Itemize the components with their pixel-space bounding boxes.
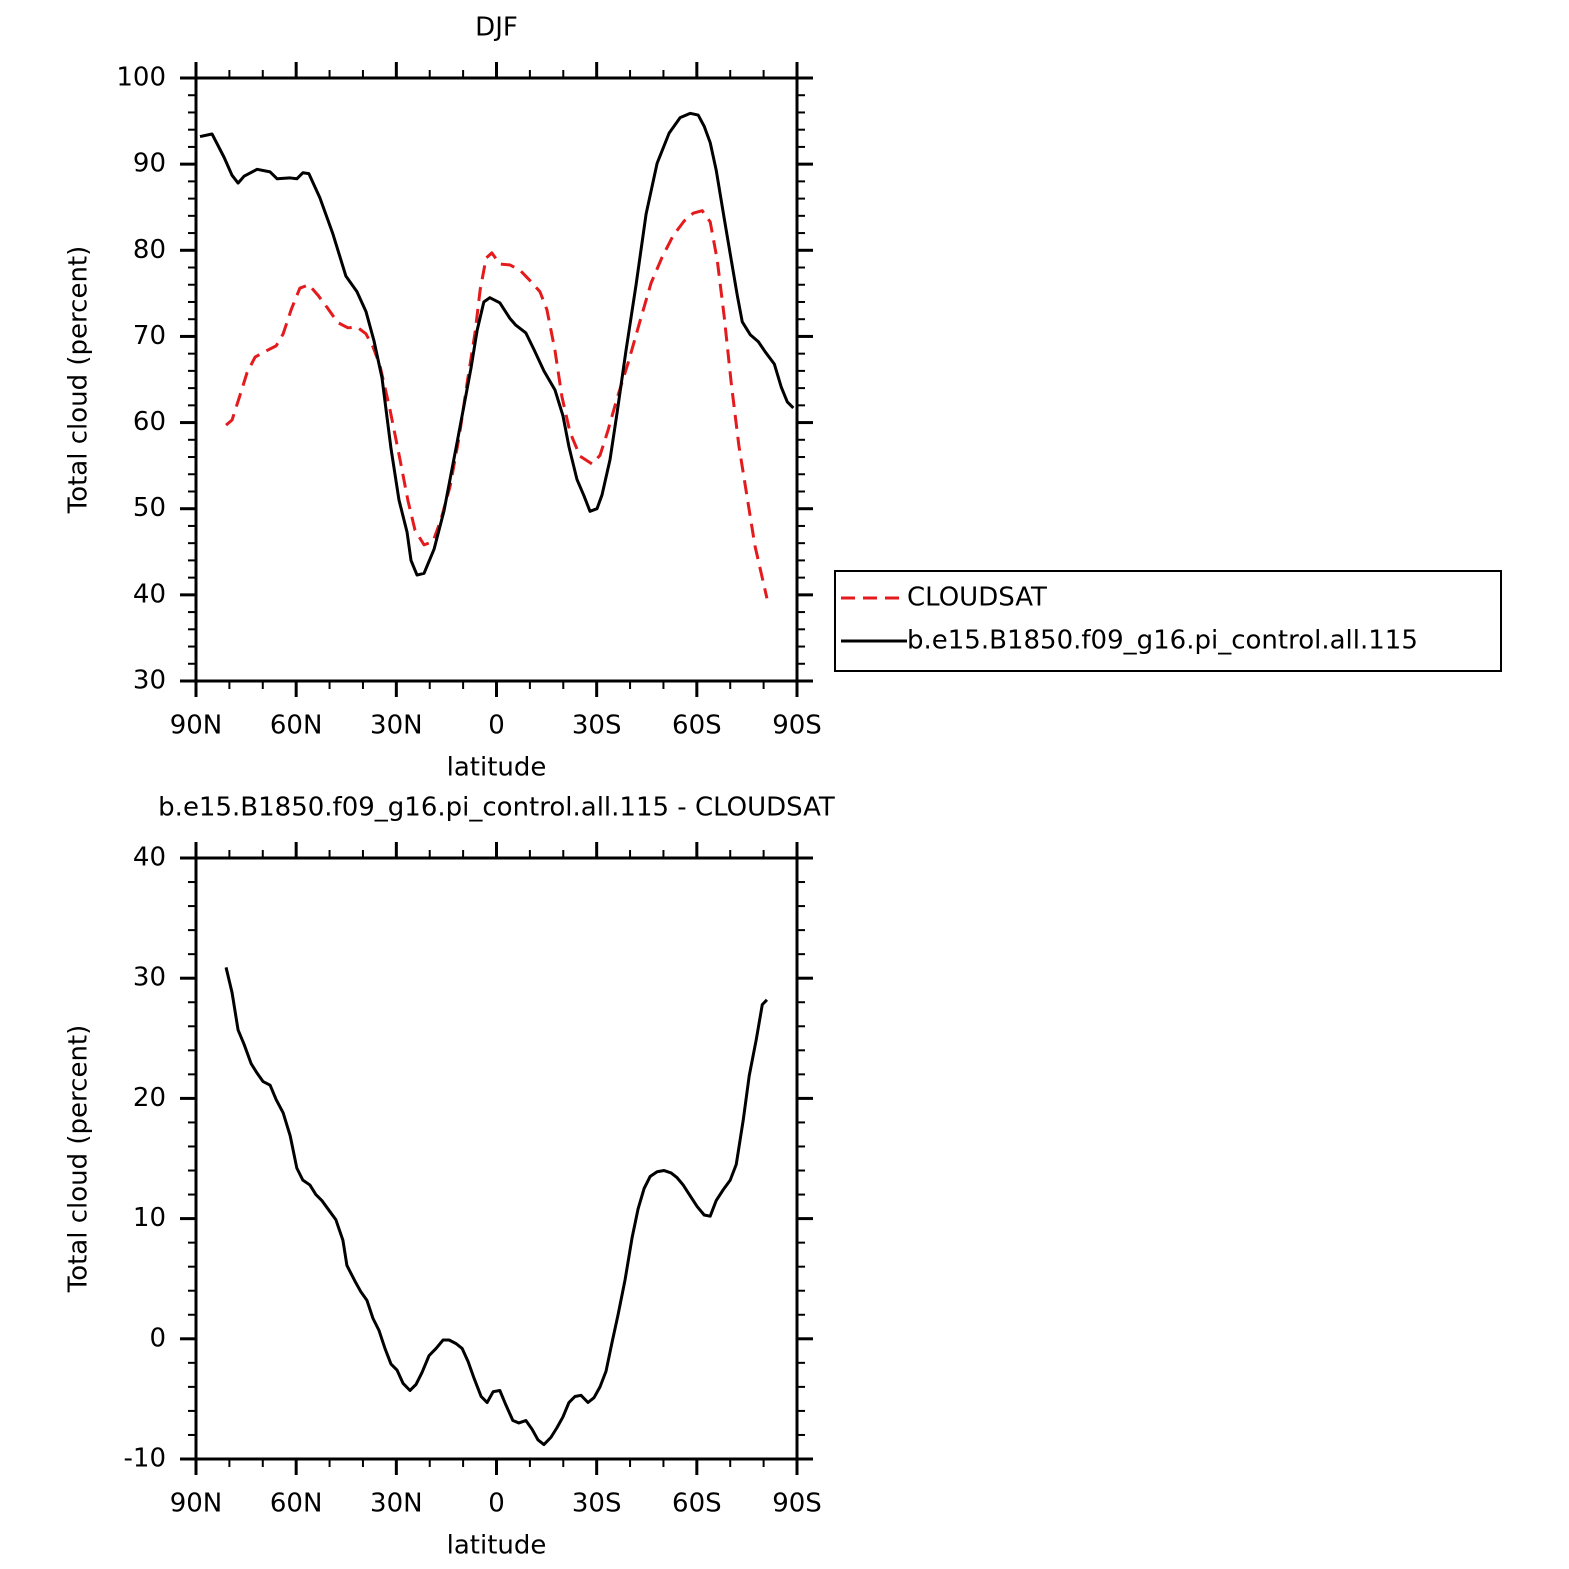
data-line bbox=[225, 209, 769, 599]
x-tick-label: 90N bbox=[170, 711, 223, 741]
y-axis-label: Total cloud (percent) bbox=[64, 1025, 94, 1294]
legend-label: b.e15.B1850.f09_g16.pi_control.all.115 bbox=[907, 626, 1418, 656]
x-tick-label: 0 bbox=[488, 711, 505, 741]
y-tick-label: 10 bbox=[133, 1203, 166, 1233]
y-tick-label: -10 bbox=[124, 1444, 166, 1474]
legend-label: CLOUDSAT bbox=[907, 583, 1047, 613]
y-tick-label: 100 bbox=[116, 63, 166, 93]
x-tick-label: 60N bbox=[270, 1489, 323, 1519]
y-axis-label: Total cloud (percent) bbox=[64, 246, 94, 515]
y-tick-label: 20 bbox=[133, 1083, 166, 1113]
x-tick-label: 30N bbox=[370, 711, 423, 741]
x-tick-label: 60S bbox=[672, 1489, 722, 1519]
y-tick-label: 40 bbox=[133, 579, 166, 609]
legend-box bbox=[834, 570, 1502, 672]
x-tick-label: 90S bbox=[772, 1489, 822, 1519]
y-tick-label: 80 bbox=[133, 235, 166, 265]
y-tick-label: 30 bbox=[133, 666, 166, 696]
y-tick-label: 0 bbox=[149, 1323, 166, 1353]
y-tick-label: 50 bbox=[133, 493, 166, 523]
x-tick-label: 90S bbox=[772, 711, 822, 741]
y-tick-label: 40 bbox=[133, 843, 166, 873]
x-tick-label: 30S bbox=[572, 1489, 622, 1519]
x-axis-label: latitude bbox=[447, 1531, 547, 1561]
x-tick-label: 60N bbox=[270, 711, 323, 741]
x-axis-label: latitude bbox=[447, 753, 547, 783]
x-tick-label: 90N bbox=[170, 1489, 223, 1519]
y-tick-label: 60 bbox=[133, 407, 166, 437]
x-tick-label: 60S bbox=[672, 711, 722, 741]
x-tick-label: 0 bbox=[488, 1489, 505, 1519]
chart-title: b.e15.B1850.f09_g16.pi_control.all.115 -… bbox=[158, 793, 835, 823]
x-tick-label: 30S bbox=[572, 711, 622, 741]
data-line bbox=[224, 967, 769, 1447]
y-tick-label: 70 bbox=[133, 321, 166, 351]
chart-title: DJF bbox=[475, 13, 518, 43]
y-tick-label: 90 bbox=[133, 149, 166, 179]
y-tick-label: 30 bbox=[133, 963, 166, 993]
x-tick-label: 30N bbox=[370, 1489, 423, 1519]
plot-frame bbox=[194, 76, 799, 683]
plot-frame bbox=[194, 856, 799, 1461]
data-line bbox=[199, 111, 795, 577]
